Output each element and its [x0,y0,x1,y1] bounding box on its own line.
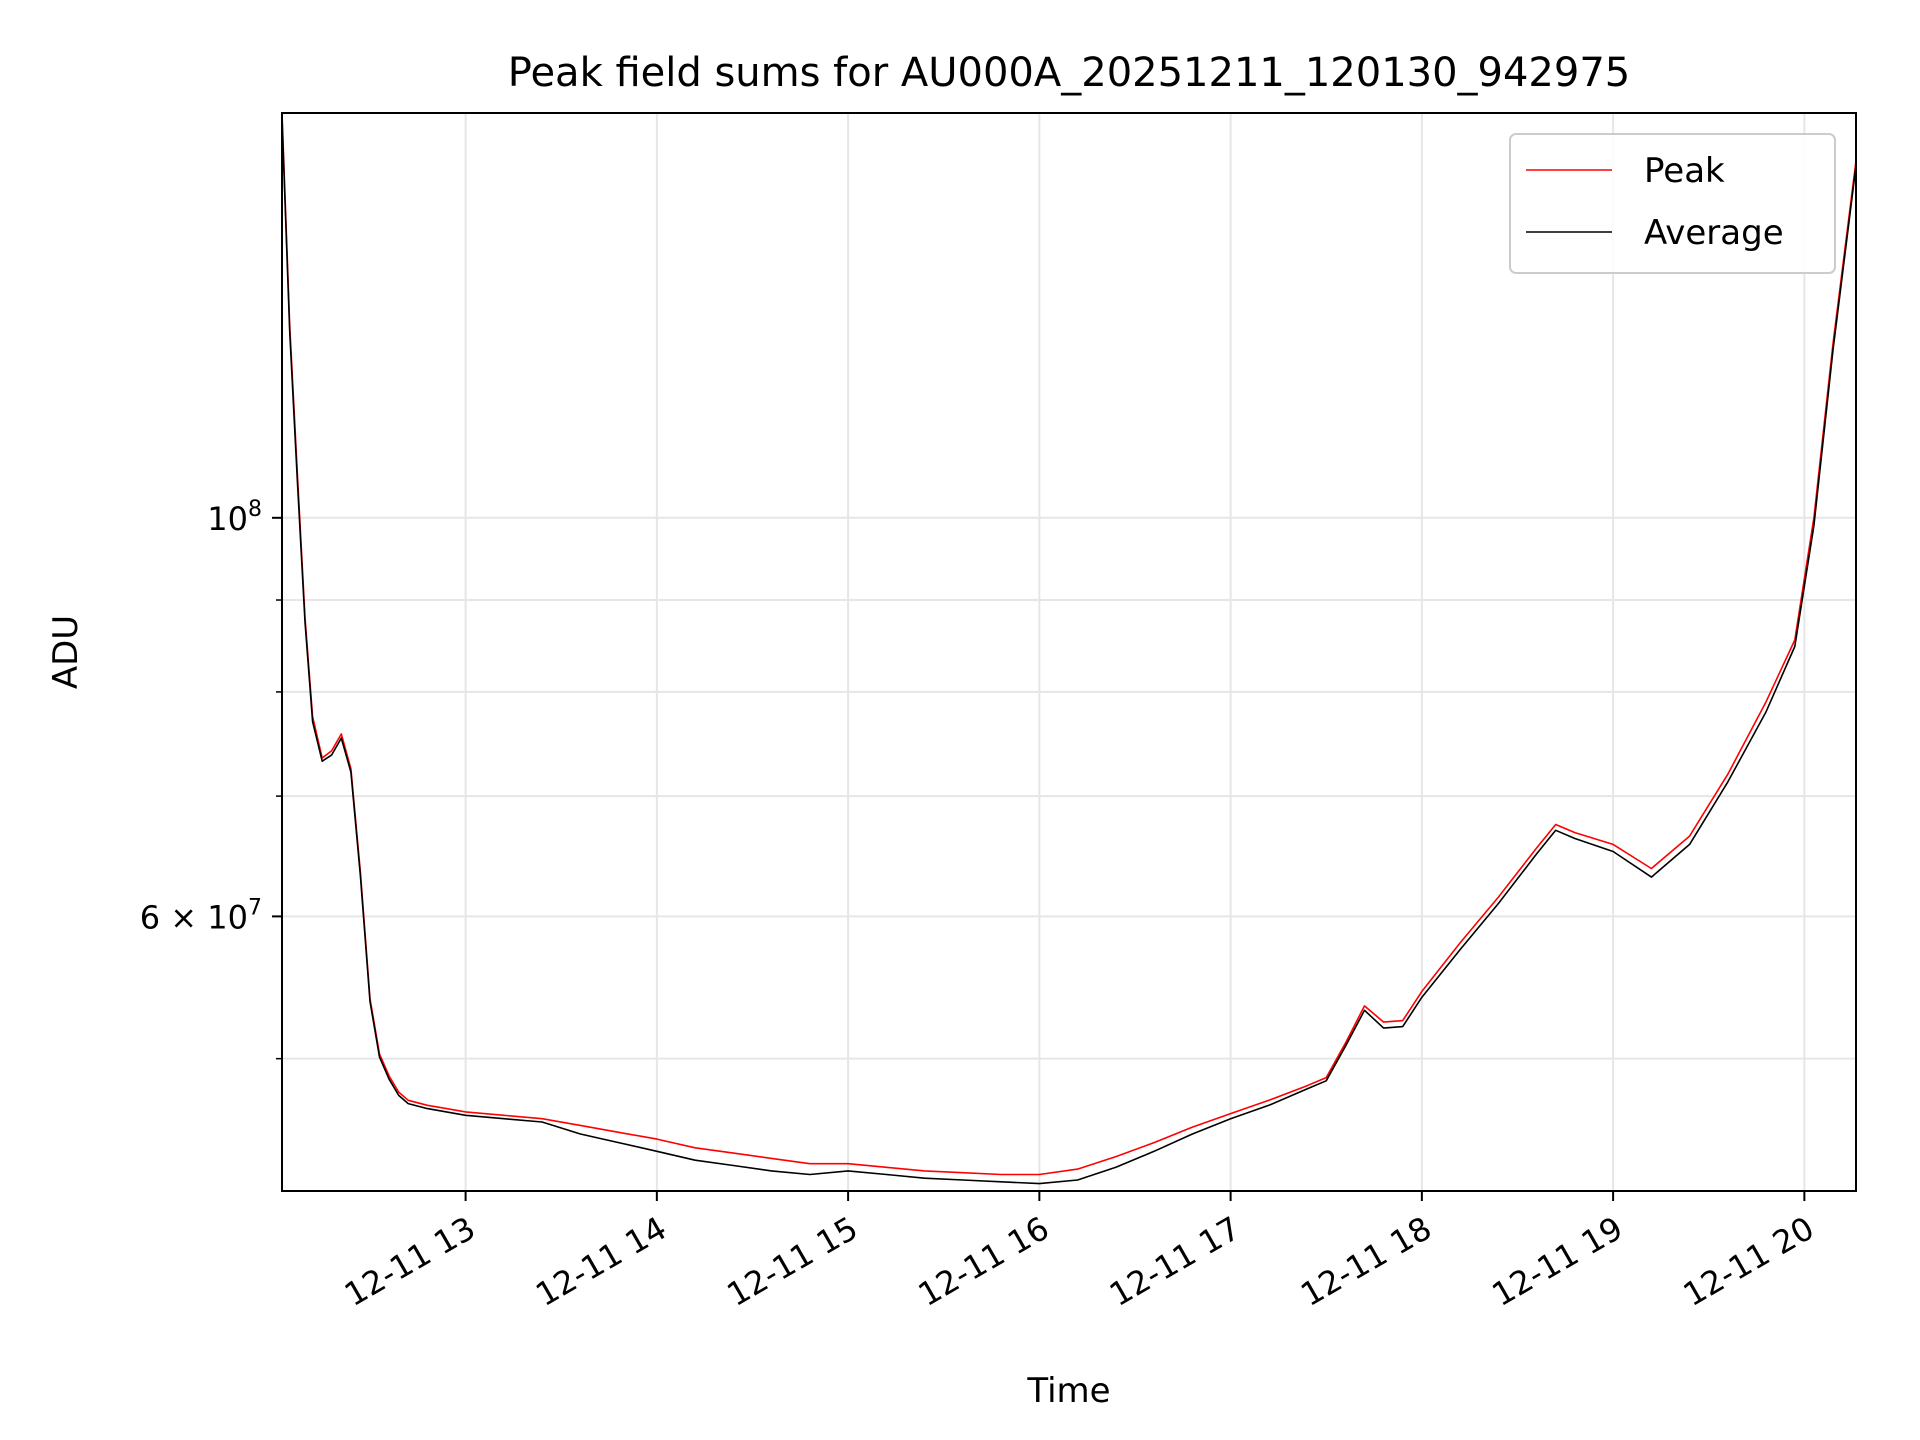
y-tick-label-base: 6 × 10 [140,898,248,936]
y-tick-label: 108 [207,497,262,538]
series-line-average [282,117,1856,1185]
legend-label-average: Average [1644,213,1784,253]
legend-label-peak: Peak [1644,151,1725,191]
y-tick-label: 6 × 107 [140,895,262,936]
y-tick-label-exponent: 7 [248,895,262,920]
y-axis-ticks: 108 6 × 107 [140,497,282,1060]
legend-box [1509,133,1836,274]
chart-title: Peak field sums for AU000A_20251211_1201… [508,50,1630,96]
plot-frame [281,112,1857,1192]
y-tick-label-base: 10 [207,500,248,538]
series-layer [282,113,1856,1185]
legend: Peak Average [1509,133,1836,274]
x-axis-label: Time [1026,1371,1110,1411]
grid-lines [282,113,1856,1191]
y-tick-label-exponent: 8 [248,497,262,522]
y-axis-label: ADU [46,615,86,689]
